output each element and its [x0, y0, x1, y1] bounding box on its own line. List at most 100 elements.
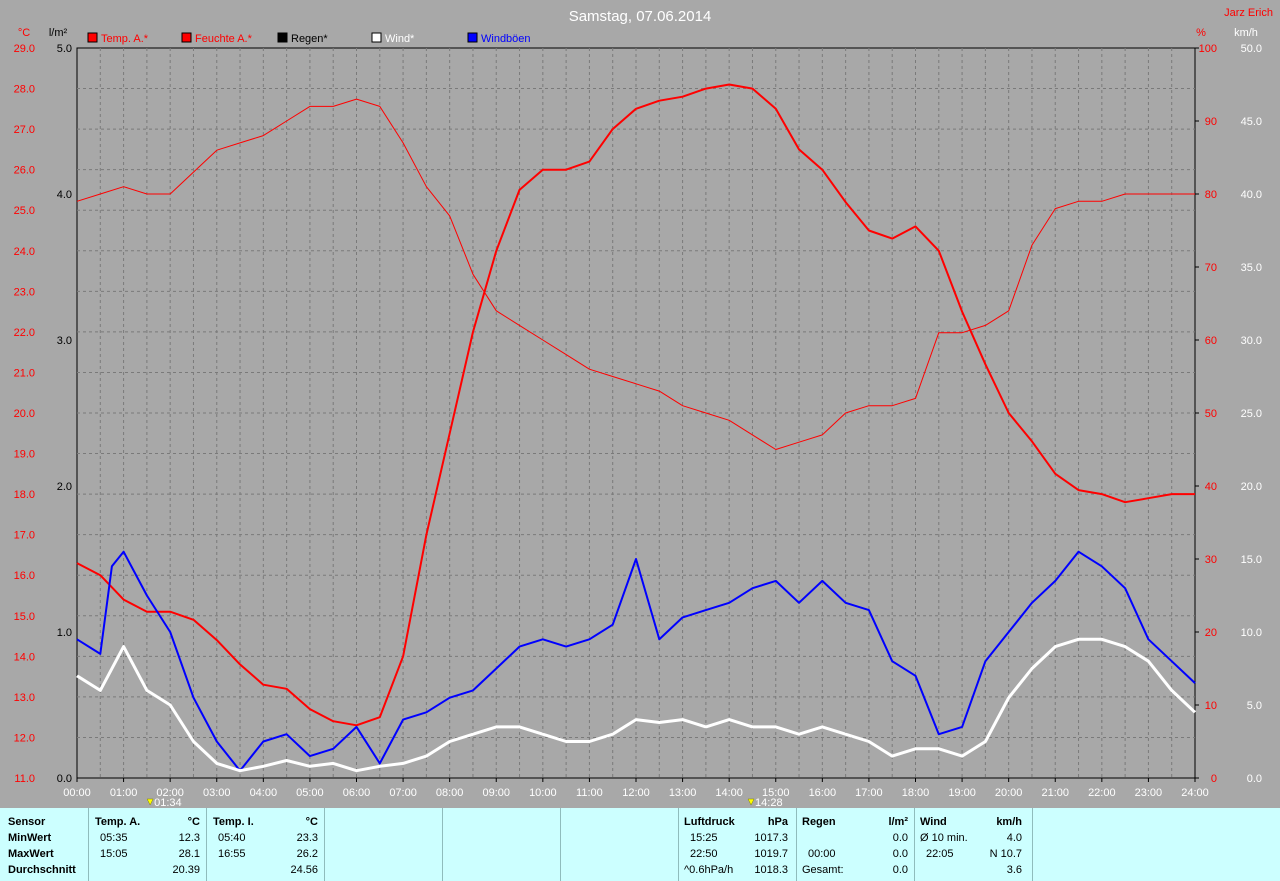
humidity-axis-unit: % [1196, 27, 1206, 39]
x-tick-label: 08:00 [436, 787, 464, 799]
temp-tick-label: 19.0 [14, 449, 35, 461]
temp-tick-label: 18.0 [14, 489, 35, 501]
rain-tick-label: 1.0 [57, 627, 72, 639]
x-tick-label: 17:00 [855, 787, 883, 799]
temp-i-header: Temp. I. [213, 816, 254, 828]
humidity-tick-label: 20 [1205, 627, 1217, 639]
series-feuchte-a [76, 98, 1195, 450]
pressure-header: Luftdruck [684, 816, 735, 828]
station-name: Jarz Erich [1224, 7, 1273, 19]
stats-rain-col: Regen l/m² 0.0 00:00 0.0 Gesamt: 0.0 [796, 808, 915, 881]
series-wind [76, 637, 1197, 773]
wind-tick-label: 25.0 [1241, 408, 1262, 420]
temp-tick-label: 20.0 [14, 408, 35, 420]
rain-first-val: 0.0 [892, 832, 908, 844]
stats-temp-i-col: Temp. I. °C 05:40 23.3 16:55 26.2 24.56 [206, 808, 325, 881]
temp-tick-label: 28.0 [14, 84, 35, 96]
x-tick-label: 12:00 [622, 787, 650, 799]
temp-i-unit: °C [305, 816, 318, 828]
x-tick-label: 18:00 [902, 787, 930, 799]
marker-label: 14:28 [755, 797, 783, 808]
temp-tick-label: 11.0 [14, 773, 35, 785]
legend-label: Wind* [385, 33, 415, 45]
legend-swatch [371, 32, 382, 43]
legend-item: Regen* [277, 32, 328, 45]
legend-item: Temp. A.* [87, 32, 149, 45]
pressure-max-val: 1019.7 [754, 848, 788, 860]
stats-pressure-col: Luftdruck hPa 15:25 1017.3 22:50 1019.7 … [678, 808, 797, 881]
temp-i-min-time: 05:40 [218, 832, 246, 844]
rain-axis-unit: l/m² [49, 27, 68, 39]
temp-tick-label: 24.0 [14, 246, 35, 258]
temp-tick-label: 17.0 [14, 530, 35, 542]
x-tick-label: 04:00 [250, 787, 278, 799]
temp-a-min-time: 05:35 [100, 832, 128, 844]
rain-val: 0.0 [892, 848, 908, 860]
rain-time: 00:00 [808, 848, 836, 860]
wind-mean: 3.6 [1006, 864, 1022, 876]
series-temp-a [76, 83, 1195, 727]
temp-tick-label: 27.0 [14, 124, 35, 136]
temp-a-min-val: 12.3 [178, 832, 200, 844]
temp-tick-label: 25.0 [14, 205, 35, 217]
x-tick-label: 05:00 [296, 787, 324, 799]
x-tick-label: 24:00 [1181, 787, 1209, 799]
x-tick-label: 13:00 [669, 787, 697, 799]
axes-layer: 00:00 01:00 02:00 03:00 04:00 05:00 06:00 07:00… [14, 27, 1262, 808]
x-tick-label: 06:00 [343, 787, 371, 799]
temp-tick-label: 26.0 [14, 165, 35, 177]
chart-title: Samstag, 07.06.2014 [569, 8, 712, 25]
pressure-max-time: 22:50 [690, 848, 718, 860]
sensor-header: Sensor [8, 816, 46, 828]
wind-tick-label: 30.0 [1241, 335, 1262, 347]
temp-tick-label: 13.0 [14, 692, 35, 704]
rain-tick-label: 3.0 [57, 335, 72, 347]
legend-swatch [277, 32, 288, 43]
x-tick-label: 23:00 [1135, 787, 1163, 799]
humidity-tick-label: 70 [1205, 262, 1217, 274]
temp-tick-label: 12.0 [14, 732, 35, 744]
x-tick-label: 14:00 [715, 787, 743, 799]
marker-label: 01:34 [154, 797, 182, 808]
x-tick-label: 21:00 [1041, 787, 1069, 799]
legend-label: Windböen [481, 33, 531, 45]
pressure-min-val: 1017.3 [754, 832, 788, 844]
humidity-tick-label: 30 [1205, 554, 1217, 566]
rain-unit: l/m² [888, 816, 908, 828]
stats-temp-a-col: Temp. A. °C 05:35 12.3 15:05 28.1 20.39 [88, 808, 207, 881]
temp-tick-label: 14.0 [14, 651, 35, 663]
wind-tick-label: 45.0 [1241, 116, 1262, 128]
wind-tick-label: 5.0 [1247, 700, 1262, 712]
temp-tick-label: 29.0 [14, 43, 35, 55]
rain-total-label: Gesamt: [802, 864, 844, 876]
x-tick-label: 02:00 [156, 787, 184, 799]
stats-empty-col-1 [324, 808, 443, 881]
x-tick-label: 15:00 [762, 787, 790, 799]
legend-swatch [467, 32, 478, 43]
temp-a-unit: °C [187, 816, 200, 828]
temp-tick-label: 21.0 [14, 367, 35, 379]
row-min-label: MinWert [8, 832, 52, 844]
x-tick-label: 10:00 [529, 787, 557, 799]
wind-axis-unit: km/h [1234, 27, 1258, 39]
temp-i-max-val: 26.2 [296, 848, 318, 860]
humidity-tick-label: 90 [1205, 116, 1217, 128]
wind-tick-label: 0.0 [1247, 773, 1262, 785]
humidity-tick-label: 100 [1199, 43, 1217, 55]
rain-tick-label: 4.0 [57, 189, 72, 201]
legend-label: Regen* [291, 33, 328, 45]
weather-chart: 00:00 01:00 02:00 03:00 04:00 05:00 06:00 07:00… [14, 7, 1273, 808]
x-tick-label: 20:00 [995, 787, 1023, 799]
legend-item: Wind* [371, 32, 415, 45]
stats-empty-col-2 [442, 808, 561, 881]
wind-tick-label: 10.0 [1241, 627, 1262, 639]
temp-tick-label: 16.0 [14, 570, 35, 582]
x-tick-label: 22:00 [1088, 787, 1116, 799]
wind-tick-label: 50.0 [1241, 43, 1262, 55]
stats-sensor-col: Sensor MinWert MaxWert Durchschnitt [0, 808, 89, 881]
marker-arrow [146, 798, 154, 806]
temp-tick-label: 22.0 [14, 327, 35, 339]
series-windb-en [76, 550, 1196, 772]
temp-a-max-time: 15:05 [100, 848, 128, 860]
legend: Temp. A.* Feuchte A.* Regen* Wind* Windböen [87, 32, 531, 45]
